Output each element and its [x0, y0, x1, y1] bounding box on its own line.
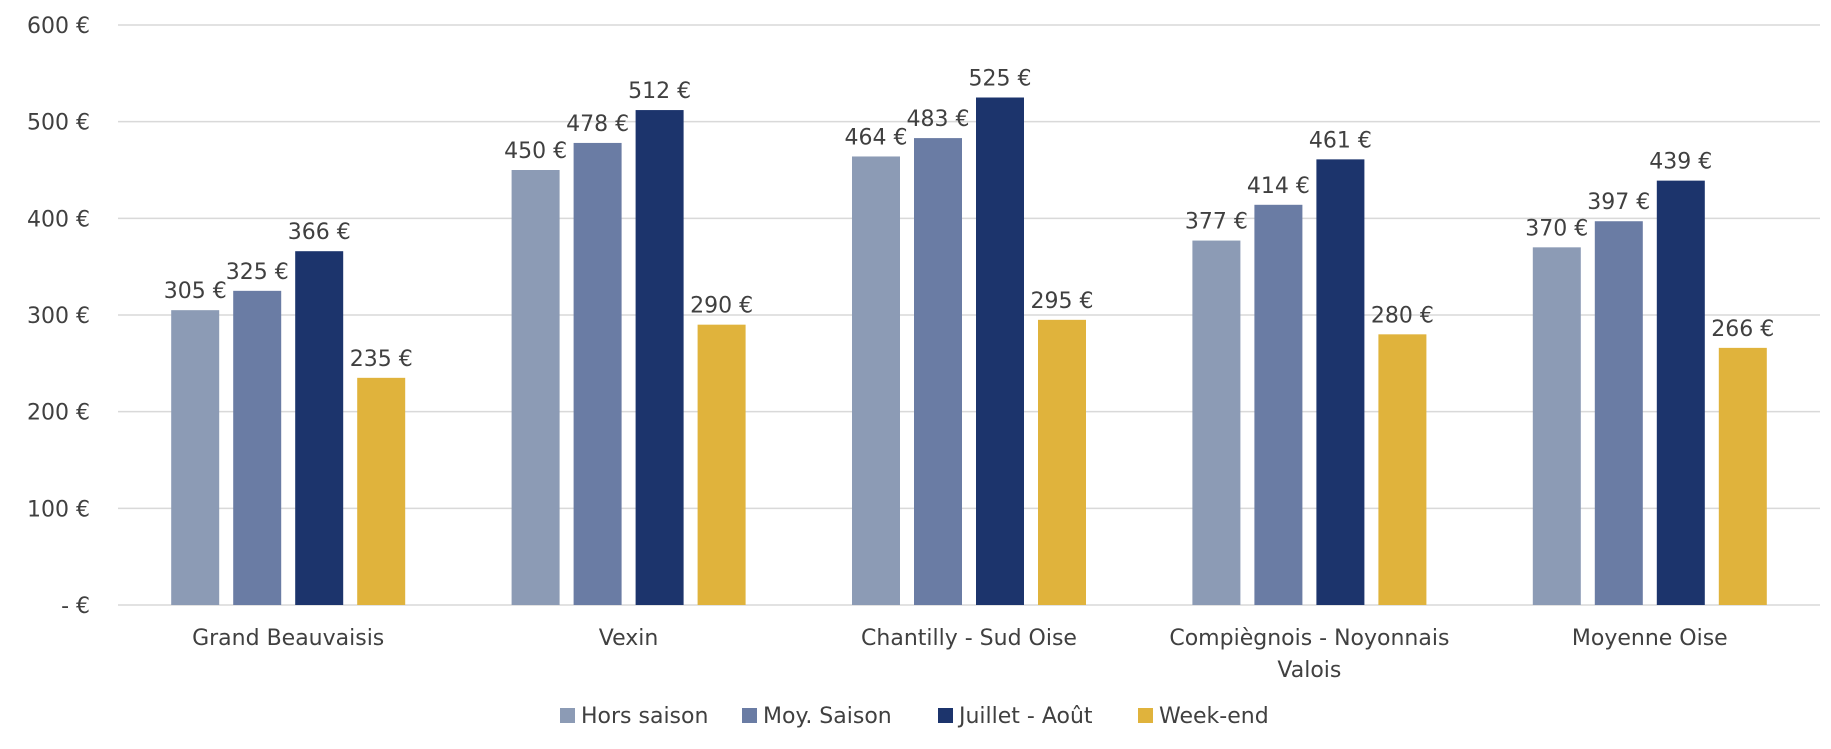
data-label: 397 € [1587, 190, 1650, 215]
data-label: 370 € [1525, 216, 1588, 241]
bar-hors-saison [1532, 247, 1581, 606]
bar-hors-saison [511, 170, 560, 605]
legend-swatch[interactable] [560, 708, 575, 723]
data-label: 461 € [1309, 128, 1372, 153]
y-tick-label: 300 € [27, 304, 90, 329]
data-label: 450 € [504, 139, 567, 164]
bar-moy-saison [914, 138, 962, 605]
category-label: Moyenne Oise [1572, 626, 1728, 651]
data-label: 266 € [1711, 317, 1774, 342]
legend-item-label[interactable]: Week-end [1159, 704, 1269, 729]
bar-hors-saison [171, 310, 220, 605]
y-tick-label: 500 € [27, 111, 90, 136]
data-label: 280 € [1371, 303, 1434, 328]
data-label: 325 € [226, 260, 289, 285]
bar-week-end [1378, 334, 1427, 605]
data-label: 235 € [350, 347, 413, 372]
data-label: 377 € [1185, 210, 1248, 235]
category-label: Valois [1277, 658, 1341, 683]
data-labels: 305 €325 € 366 € 235 € 450 €478 € 512 € 290 €… [164, 67, 1775, 372]
category-label: Grand Beauvaisis [192, 626, 384, 651]
y-tick-label: - € [61, 594, 90, 619]
y-tick-label: 200 € [27, 401, 90, 426]
y-axis-ticks: - € 100 € 200 € 300 € 400 € 500 € 600 € [27, 14, 90, 619]
data-label: 464 € [845, 125, 908, 150]
bar-hors-saison [852, 156, 900, 605]
bar-week-end [1038, 319, 1086, 605]
legend-swatch[interactable] [938, 708, 953, 723]
x-axis-categories: Grand Beauvaisis Vexin Chantilly - Sud Ois… [192, 626, 1728, 683]
bar-week-end [1718, 347, 1767, 605]
legend-item-label[interactable]: Hors saison [581, 704, 708, 729]
bar-week-end [357, 377, 406, 605]
category-label: Vexin [599, 626, 659, 651]
data-label: 366 € [288, 220, 351, 245]
y-tick-label: 400 € [27, 207, 90, 232]
y-tick-label: 100 € [27, 497, 90, 522]
bar-juillet-ao-t [295, 251, 344, 605]
legend[interactable]: Hors saison Moy. Saison Juillet - Août Week… [560, 704, 1269, 729]
legend-swatch[interactable] [1138, 708, 1153, 723]
bar-juillet-ao-t [976, 97, 1024, 605]
bar-moy-saison [233, 290, 282, 605]
data-label: 414 € [1247, 174, 1310, 199]
data-label: 478 € [566, 112, 629, 137]
data-label: 305 € [164, 279, 227, 304]
bar-week-end [697, 324, 746, 605]
bar-juillet-ao-t [1316, 159, 1365, 605]
data-label: 512 € [628, 79, 691, 104]
bar-juillet-ao-t [635, 110, 684, 606]
category-label: Compiègnois - Noyonnais [1169, 626, 1449, 651]
data-label: 439 € [1649, 150, 1712, 175]
y-tick-label: 600 € [27, 14, 90, 39]
bar-moy-saison [1254, 204, 1303, 606]
bars [171, 97, 1767, 606]
legend-swatch[interactable] [742, 708, 757, 723]
bar-moy-saison [573, 142, 622, 605]
data-label: 483 € [907, 107, 970, 132]
bar-moy-saison [1594, 221, 1643, 605]
legend-item-label[interactable]: Juillet - Août [957, 704, 1093, 729]
bar-juillet-ao-t [1656, 180, 1705, 605]
data-label: 525 € [969, 67, 1032, 92]
category-label: Chantilly - Sud Oise [861, 626, 1077, 651]
data-label: 295 € [1031, 289, 1094, 314]
data-label: 290 € [690, 294, 753, 319]
bar-hors-saison [1192, 240, 1241, 606]
legend-item-label[interactable]: Moy. Saison [763, 704, 892, 729]
